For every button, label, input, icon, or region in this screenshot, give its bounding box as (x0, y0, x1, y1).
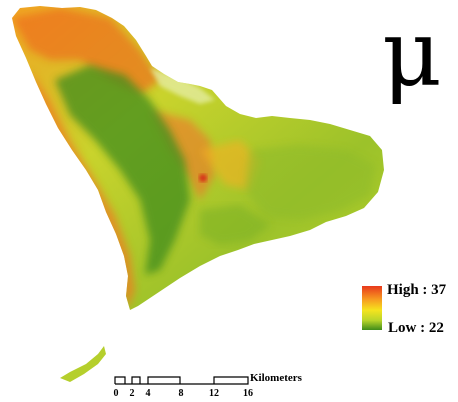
island (60, 346, 106, 382)
legend-low-label: Low : 22 (388, 320, 444, 336)
high-value-zone (200, 140, 260, 190)
scale-tick-label: 2 (129, 388, 135, 399)
legend-color-ramp (362, 286, 382, 330)
legend-high-label: High : 37 (387, 282, 447, 298)
high-value-zone (12, 8, 160, 95)
peak-spot (199, 174, 207, 182)
coastal-strip (150, 68, 215, 104)
scale-tick-label: 0 (113, 388, 119, 399)
scale-tick-label: 12 (209, 388, 219, 399)
scale-tick-label: 4 (145, 388, 151, 399)
low-value-zone (245, 145, 375, 220)
study-area-raster (12, 6, 384, 310)
scale-unit-label: Kilometers (250, 372, 302, 384)
scale-tick-label: 16 (243, 388, 253, 399)
map-symbol: μ (382, 0, 442, 107)
scale-bar (114, 376, 249, 385)
low-value-zone (200, 205, 270, 245)
scale-tick-label: 8 (178, 388, 184, 399)
low-value-zone (55, 65, 190, 275)
